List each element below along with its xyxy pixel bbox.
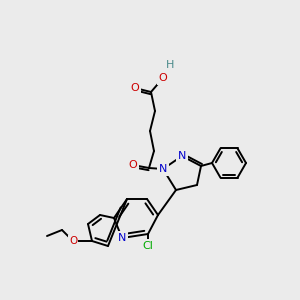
Text: N: N (118, 233, 126, 243)
Text: N: N (159, 164, 167, 174)
Text: Cl: Cl (142, 241, 153, 251)
Text: O: O (69, 236, 77, 246)
Text: H: H (166, 60, 174, 70)
Text: O: O (130, 83, 140, 93)
Text: O: O (129, 160, 137, 170)
Text: O: O (159, 73, 167, 83)
Text: N: N (178, 151, 186, 161)
